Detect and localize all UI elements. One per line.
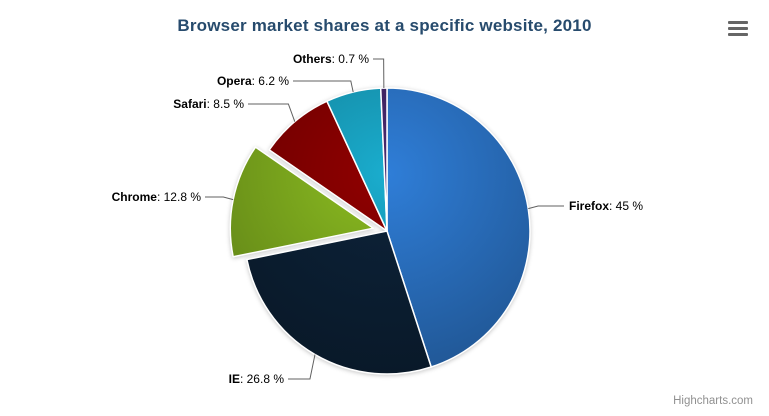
- label-connector-others: [373, 58, 385, 89]
- pie-label-safari: Safari: 8.5 %: [173, 97, 244, 111]
- pie-label-opera: Opera: 6.2 %: [217, 74, 289, 88]
- label-connector-firefox: [528, 205, 564, 210]
- pie-label-firefox: Firefox: 45 %: [569, 199, 643, 213]
- label-connector-opera: [293, 80, 354, 93]
- export-menu-button[interactable]: [728, 20, 748, 37]
- pie-slice-chrome[interactable]: [229, 146, 375, 258]
- hamburger-icon: [728, 20, 748, 37]
- pie-slice-ie[interactable]: [246, 230, 432, 375]
- label-connector-chrome: [205, 196, 234, 201]
- credits-link[interactable]: Highcharts.com: [673, 395, 753, 407]
- pie-slice-others[interactable]: [379, 87, 388, 232]
- pie-label-chrome: Chrome: 12.8 %: [112, 190, 202, 204]
- pie-label-ie: IE: 26.8 %: [229, 372, 285, 386]
- chart-title: Browser market shares at a specific webs…: [177, 16, 592, 35]
- label-connector-ie: [288, 354, 316, 380]
- label-connector-safari: [248, 103, 296, 122]
- pie-label-others: Others: 0.7 %: [293, 52, 369, 66]
- pie-slice-firefox[interactable]: [386, 87, 531, 368]
